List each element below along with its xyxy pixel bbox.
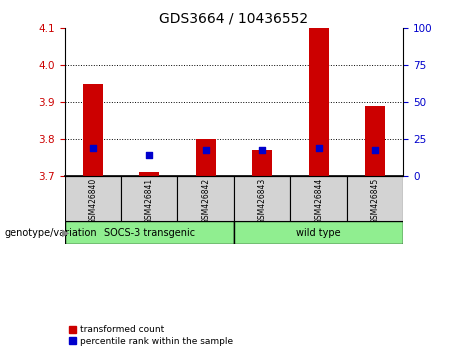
Bar	[121, 176, 177, 221]
Text: ▶: ▶	[62, 228, 70, 238]
Point	[372, 147, 379, 153]
Text: GSM426841: GSM426841	[145, 178, 154, 224]
Text: wild type: wild type	[296, 228, 341, 238]
Bar	[234, 221, 403, 244]
Bar	[83, 84, 103, 176]
Bar	[139, 172, 159, 176]
Point	[146, 153, 153, 158]
Bar	[65, 176, 121, 221]
Text: genotype/variation: genotype/variation	[5, 228, 97, 238]
Bar	[365, 105, 385, 176]
Bar	[290, 176, 347, 221]
Bar	[196, 139, 216, 176]
Legend: transformed count, percentile rank within the sample: transformed count, percentile rank withi…	[69, 325, 233, 346]
Text: GSM426840: GSM426840	[88, 178, 97, 224]
Text: GSM426845: GSM426845	[371, 178, 380, 224]
Bar	[252, 150, 272, 176]
Bar	[234, 176, 290, 221]
Point	[89, 145, 96, 151]
Point	[315, 145, 322, 151]
Text: GSM426843: GSM426843	[258, 178, 267, 224]
Bar	[309, 28, 329, 176]
Text: GSM426844: GSM426844	[314, 178, 323, 224]
Text: GSM426842: GSM426842	[201, 178, 210, 224]
Bar	[177, 176, 234, 221]
Text: SOCS-3 transgenic: SOCS-3 transgenic	[104, 228, 195, 238]
Point	[202, 147, 209, 153]
Point	[259, 147, 266, 153]
Title: GDS3664 / 10436552: GDS3664 / 10436552	[160, 12, 308, 26]
Bar	[65, 221, 234, 244]
Bar	[347, 176, 403, 221]
